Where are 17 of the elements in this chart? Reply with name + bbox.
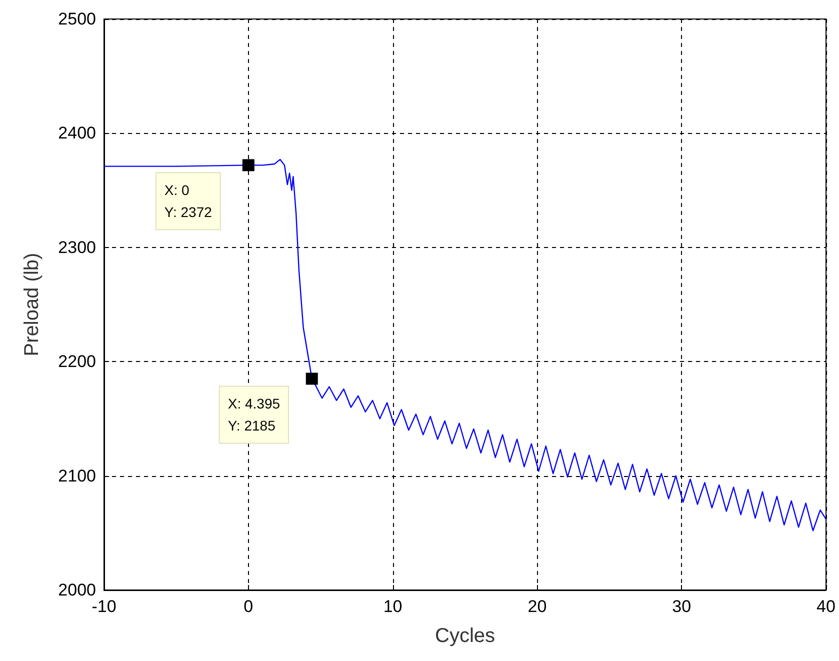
y-tick-label: 2000 [58, 580, 96, 600]
annotation: X: 0 Y: 2372 [164, 182, 212, 220]
annotation: X: 4.395 Y: 2185 [228, 396, 280, 434]
x-tick-label: 0 [244, 597, 254, 616]
x-tick-label: 20 [528, 597, 547, 616]
y-axis-title: Preload (lb) [21, 252, 43, 356]
y-tick-label: 2500 [58, 10, 96, 28]
x-tick-label: 10 [383, 597, 402, 616]
line-series [103, 158, 827, 532]
x-tick-label: -10 [92, 597, 116, 616]
y-tick-label: 2400 [58, 124, 96, 143]
y-tick-label: 2300 [58, 238, 96, 257]
y-tick-label: 2100 [58, 466, 96, 486]
x-tick-label: 30 [672, 597, 692, 616]
x-tick-label: 40 [816, 597, 836, 616]
y-tick-label: 2200 [58, 352, 96, 372]
x-axis-title: Cycles [434, 625, 496, 647]
